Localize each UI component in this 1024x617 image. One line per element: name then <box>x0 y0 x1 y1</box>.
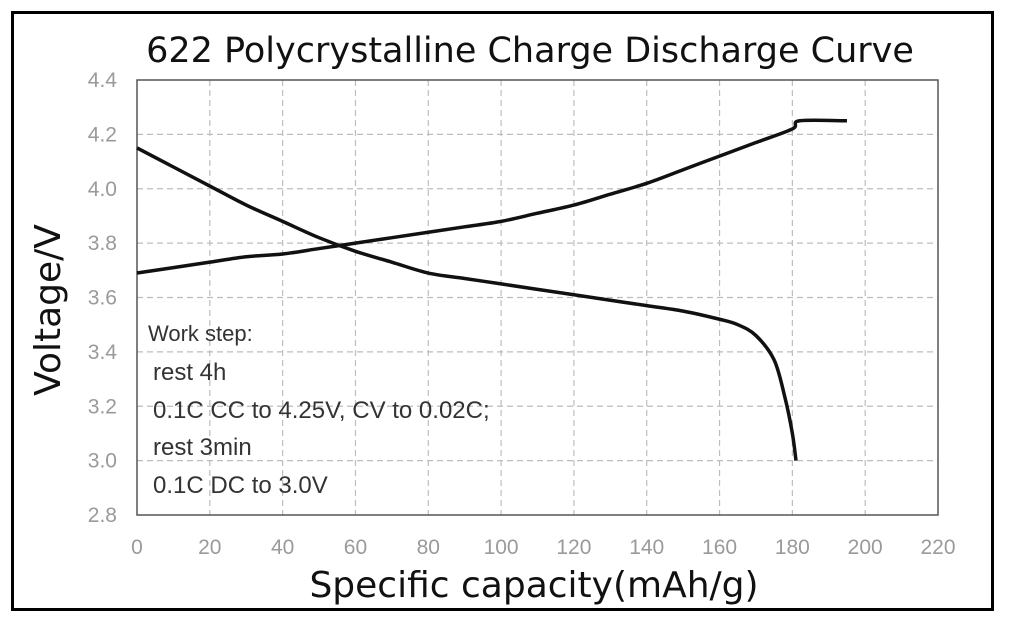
work-step-notes: Work step: rest 4h 0.1C CC to 4.25V, CV … <box>148 321 490 499</box>
annotation-4: 0.1C DC to 3.0V <box>153 472 328 499</box>
y-tick-label: 4.0 <box>88 178 117 201</box>
annotation-3: rest 3min <box>153 434 252 461</box>
series-lines <box>136 118 847 461</box>
x-tick-label: 40 <box>271 536 294 559</box>
x-tick-label: 220 <box>920 536 955 559</box>
x-tick-label: 140 <box>629 536 664 559</box>
y-tick-label: 4.2 <box>88 123 117 146</box>
x-tick-label: 0 <box>131 536 143 559</box>
y-tick-label: 3.6 <box>88 287 117 310</box>
y-tick-label: 3.0 <box>88 450 117 473</box>
chart-title: 622 Polycrystalline Charge Discharge Cur… <box>146 31 914 71</box>
tick-labels: 0 20 40 60 80 100 120 140 160 180 200 220 2.8 3.0 3.2 3… <box>88 69 956 559</box>
y-tick-label: 3.2 <box>88 395 117 418</box>
annotation-0: Work step: <box>148 321 253 346</box>
x-axis-label: Specific capacity(mAh/g) <box>309 565 758 606</box>
grid <box>137 80 938 515</box>
charge-curve <box>136 118 847 275</box>
y-axis-label: Voltage/V <box>28 224 69 396</box>
x-tick-label: 20 <box>198 536 221 559</box>
x-tick-label: 80 <box>417 536 440 559</box>
x-tick-label: 160 <box>702 536 737 559</box>
x-tick-label: 100 <box>484 536 519 559</box>
x-tick-label: 60 <box>344 536 367 559</box>
annotation-1: rest 4h <box>153 359 226 386</box>
y-tick-label: 2.8 <box>88 504 117 527</box>
y-tick-label: 3.8 <box>88 232 117 255</box>
x-tick-label: 200 <box>848 536 883 559</box>
plot-area-border <box>136 79 939 516</box>
x-tick-label: 180 <box>775 536 810 559</box>
chart-frame <box>11 11 994 611</box>
discharge-curve <box>136 146 798 461</box>
x-tick-label: 120 <box>556 536 591 559</box>
annotation-2: 0.1C CC to 4.25V, CV to 0.02C; <box>153 397 490 424</box>
y-tick-label: 3.4 <box>88 341 118 364</box>
y-tick-label: 4.4 <box>88 69 118 92</box>
